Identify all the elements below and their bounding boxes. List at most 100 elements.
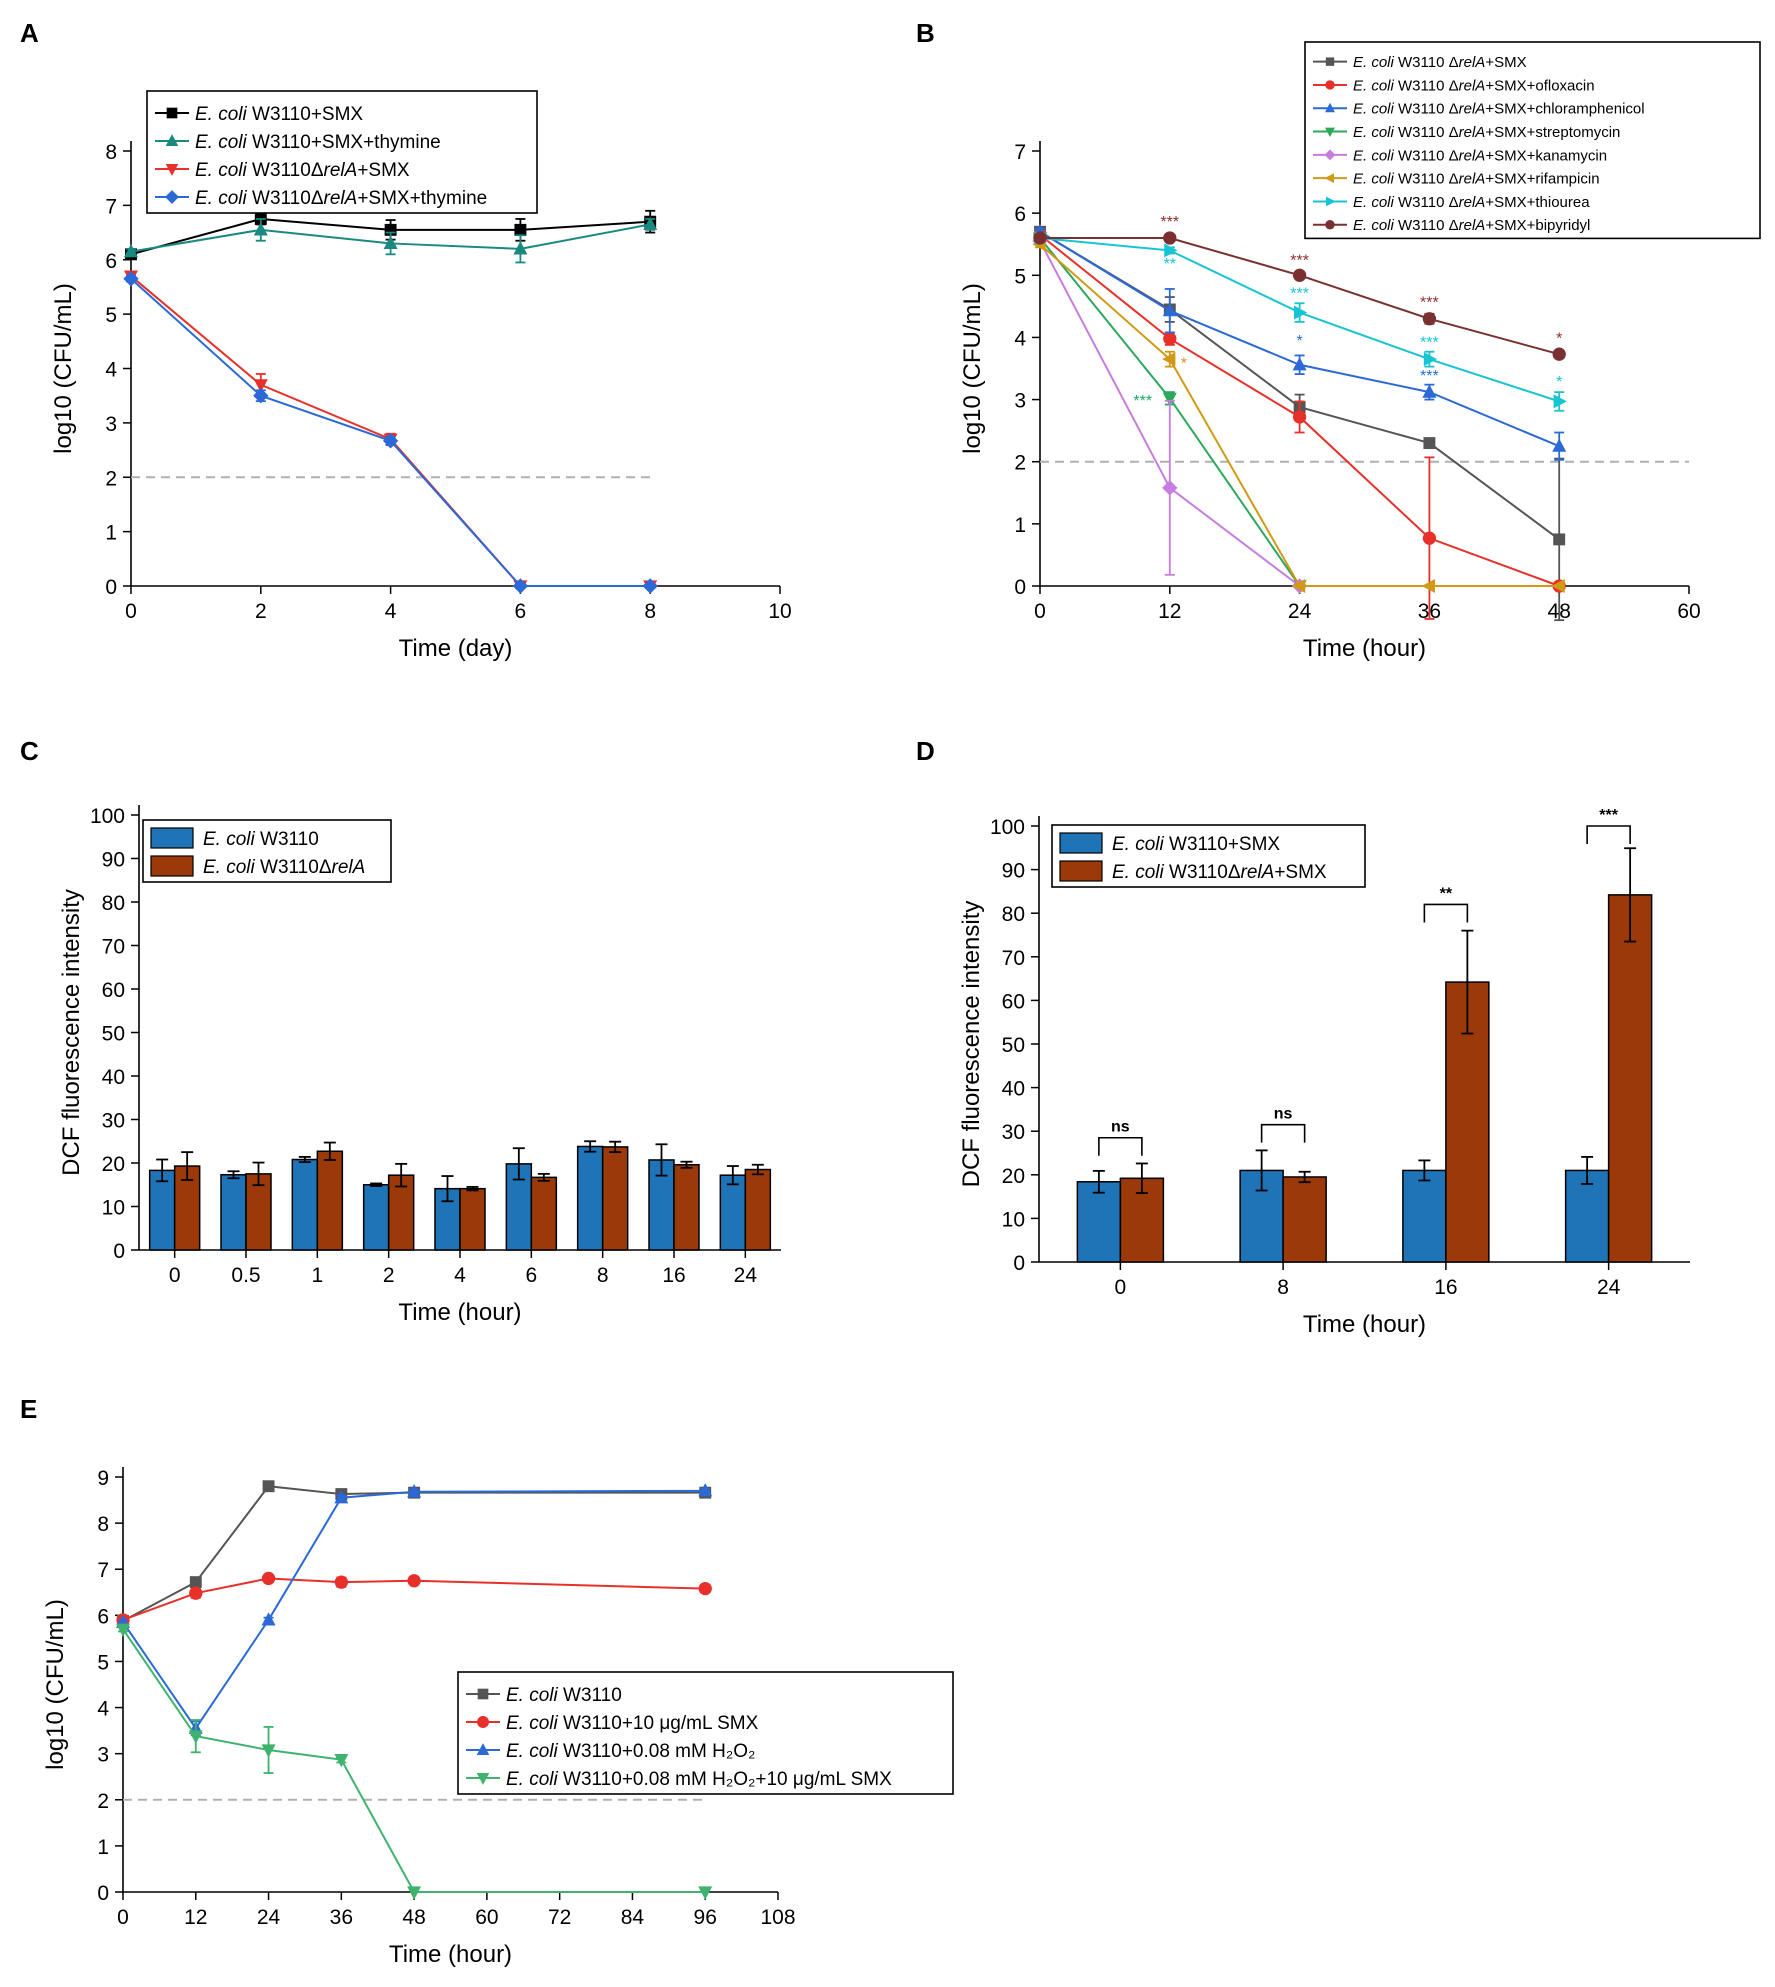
legend-label: E. coli W3110 ΔrelA+SMX+bipyridyl <box>1353 217 1590 234</box>
legend-marker <box>1325 220 1335 230</box>
data-point <box>1163 231 1177 245</box>
significance-bracket <box>1260 1123 1306 1143</box>
x-tick-label: 8 <box>597 1264 609 1287</box>
significance-label: ns <box>1274 1106 1293 1123</box>
y-tick-label: 1 <box>105 522 117 545</box>
y-tick-label: 0 <box>97 1882 109 1905</box>
legend-label-italic: E. coli <box>1353 171 1395 188</box>
y-tick-label: 60 <box>102 979 125 1002</box>
y-axis-title: log10 (CFU/mL) <box>959 283 986 454</box>
legend-label-gene: relA <box>324 160 358 181</box>
legend-marker <box>476 1772 490 1785</box>
series-line <box>122 1577 706 1621</box>
legend-swatch <box>1059 860 1103 882</box>
y-tick-label: 90 <box>1002 860 1025 883</box>
legend-label: E. coli W3110ΔrelA+SMX <box>1112 862 1327 883</box>
significance-mark: *** <box>1290 252 1309 269</box>
x-tick-label: 48 <box>402 1906 425 1929</box>
data-point <box>334 1490 349 1504</box>
bar <box>601 1146 629 1251</box>
legend-marker <box>1324 149 1336 161</box>
legend-box <box>457 1671 954 1795</box>
legend-label-italic: E. coli <box>506 1685 559 1706</box>
significance-label: *** <box>1599 807 1618 824</box>
series-3 <box>116 1623 713 1900</box>
x-tick-label: 16 <box>1434 1276 1457 1299</box>
y-tick-label: 40 <box>1002 1078 1025 1101</box>
series-7 <box>1033 231 1566 361</box>
legend-label-text: W3110 Δ <box>1394 124 1459 141</box>
y-tick-label: 2 <box>1014 452 1026 475</box>
legend-label-italic: E. coli <box>1353 124 1395 141</box>
series-0 <box>117 1480 712 1627</box>
y-tick-label: 20 <box>102 1153 125 1176</box>
y-tick-label: 4 <box>1014 327 1026 350</box>
x-tick-label: 0 <box>169 1264 181 1287</box>
y-axis-title: DCF fluorescence intensity <box>58 889 85 1176</box>
legend-marker <box>477 1716 489 1728</box>
x-axis-title: Time (hour) <box>1303 635 1426 662</box>
data-point <box>1162 480 1178 496</box>
x-tick-label: 8 <box>644 600 656 623</box>
legend-label: E. coli W3110+SMX <box>195 104 363 125</box>
y-tick-label: 0 <box>113 1240 125 1263</box>
legend-label-text: W3110+SMX <box>1164 834 1281 855</box>
bar <box>291 1158 319 1251</box>
data-point <box>407 1574 421 1588</box>
data-point <box>698 1581 712 1596</box>
significance-mark: *** <box>1420 334 1439 351</box>
bar <box>148 1169 176 1251</box>
x-tick-label: 0 <box>117 1906 129 1929</box>
legend-label-text: +SMX+chloramphenicol <box>1485 101 1644 118</box>
bar <box>1402 1169 1447 1263</box>
y-tick-label: 0 <box>1014 576 1026 599</box>
y-tick-label: 6 <box>1014 203 1026 226</box>
x-tick-label: 0 <box>1034 600 1046 623</box>
legend-label-gene: relA <box>1459 101 1486 118</box>
series-1 <box>1119 847 1653 1263</box>
chart-d: D 0 10 20 30 40 50 60 70 80 90 100 0 8 16 24 Time (hour)… <box>916 736 1690 1338</box>
legend-label-italic: E. coli <box>203 857 256 878</box>
data-point <box>1422 312 1437 326</box>
legend-label: E. coli W3110+SMX+thymine <box>195 132 441 153</box>
data-point <box>384 223 397 236</box>
y-tick-label: 70 <box>1002 947 1025 970</box>
y-tick-label: 10 <box>1002 1208 1025 1231</box>
legend-label-italic: E. coli <box>1353 54 1395 71</box>
legend-swatch <box>150 855 194 877</box>
y-tick-label: 0 <box>105 576 117 599</box>
series-1 <box>116 1571 712 1627</box>
y-tick-label: 10 <box>102 1197 125 1220</box>
significance-mark: * <box>1296 333 1302 350</box>
legend-label: E. coli W3110 ΔrelA+SMX <box>1353 54 1527 71</box>
y-tick-label: 30 <box>102 1110 125 1133</box>
series-line <box>122 1489 706 1731</box>
legend-label-text: W3110 Δ <box>1394 217 1459 234</box>
legend-label-text: +SMX+rifampicin <box>1485 171 1599 188</box>
significance-mark: *** <box>1290 285 1309 302</box>
legend-label-gene: relA <box>1459 171 1486 188</box>
x-tick-label: 4 <box>385 600 397 623</box>
legend-label-text: +SMX+ofloxacin <box>1485 77 1594 94</box>
y-tick-label: 2 <box>97 1790 109 1813</box>
legend-label-italic: E. coli <box>1353 101 1395 118</box>
legend-marker <box>165 134 179 147</box>
bar <box>576 1145 604 1251</box>
y-tick-label: 80 <box>1002 903 1025 926</box>
series-line <box>130 275 651 587</box>
legend-box <box>146 90 538 214</box>
significance-bracket <box>1586 825 1631 844</box>
bar <box>673 1163 700 1251</box>
y-tick-label: 0 <box>1013 1252 1025 1275</box>
bar <box>316 1150 344 1251</box>
x-tick-label: 24 <box>1597 1276 1621 1299</box>
x-axis-title: Time (hour) <box>389 1941 512 1968</box>
y-tick-label: 3 <box>97 1744 109 1767</box>
data-point <box>1292 357 1307 371</box>
x-tick-label: 8 <box>1277 1276 1289 1299</box>
data-point <box>1423 352 1438 367</box>
legend-label-italic: E. coli <box>1112 834 1165 855</box>
data-point <box>1162 392 1177 407</box>
significance-mark: *** <box>1160 214 1179 231</box>
